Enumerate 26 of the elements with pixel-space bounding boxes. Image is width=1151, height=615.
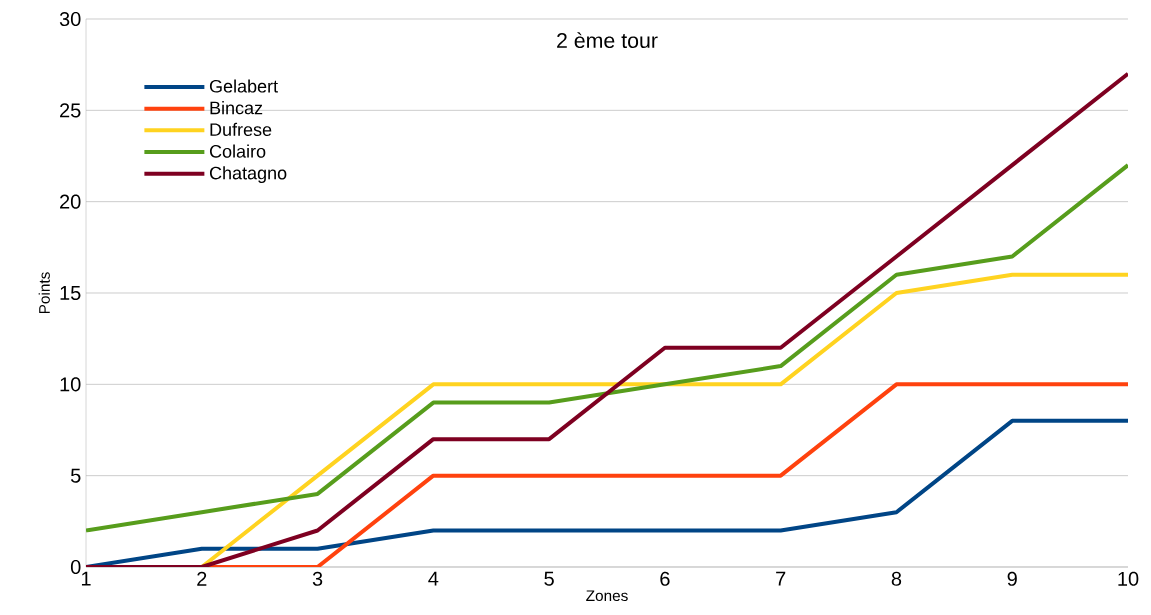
x-tick-label: 6 [660,571,670,586]
x-tick-label: 7 [776,571,786,586]
y-tick-label: 5 [70,468,81,483]
y-tick-label: 15 [60,286,81,300]
x-tick-label: 9 [1007,571,1017,586]
y-tick-label: 25 [60,103,81,118]
legend-label: Colairo [209,144,266,158]
legend-label: Dufrese [210,122,272,137]
y-tick-label: 10 [60,377,81,392]
x-tick-label: 3 [312,571,323,586]
legend-label: Gelabert [209,79,278,93]
y-tick-label: 30 [59,11,81,27]
y-tick-label: 0 [70,559,81,575]
x-axis-title: Zones [586,590,628,602]
x-tick-label: 10 [1118,571,1139,586]
x-tick-label: 4 [428,571,439,586]
y-tick-label: 20 [60,194,81,209]
x-tick-label: 5 [544,571,554,586]
x-tick-label: 1 [81,571,91,586]
y-axis-title: Points [38,272,50,314]
x-tick-label: 8 [891,571,902,586]
legend-label: Chatagno [209,166,287,184]
line-series [86,163,1129,533]
x-tick-label: 2 [197,571,207,586]
legend-label: Bincaz [210,101,263,115]
chart-title: 2 ème tour [557,32,658,49]
